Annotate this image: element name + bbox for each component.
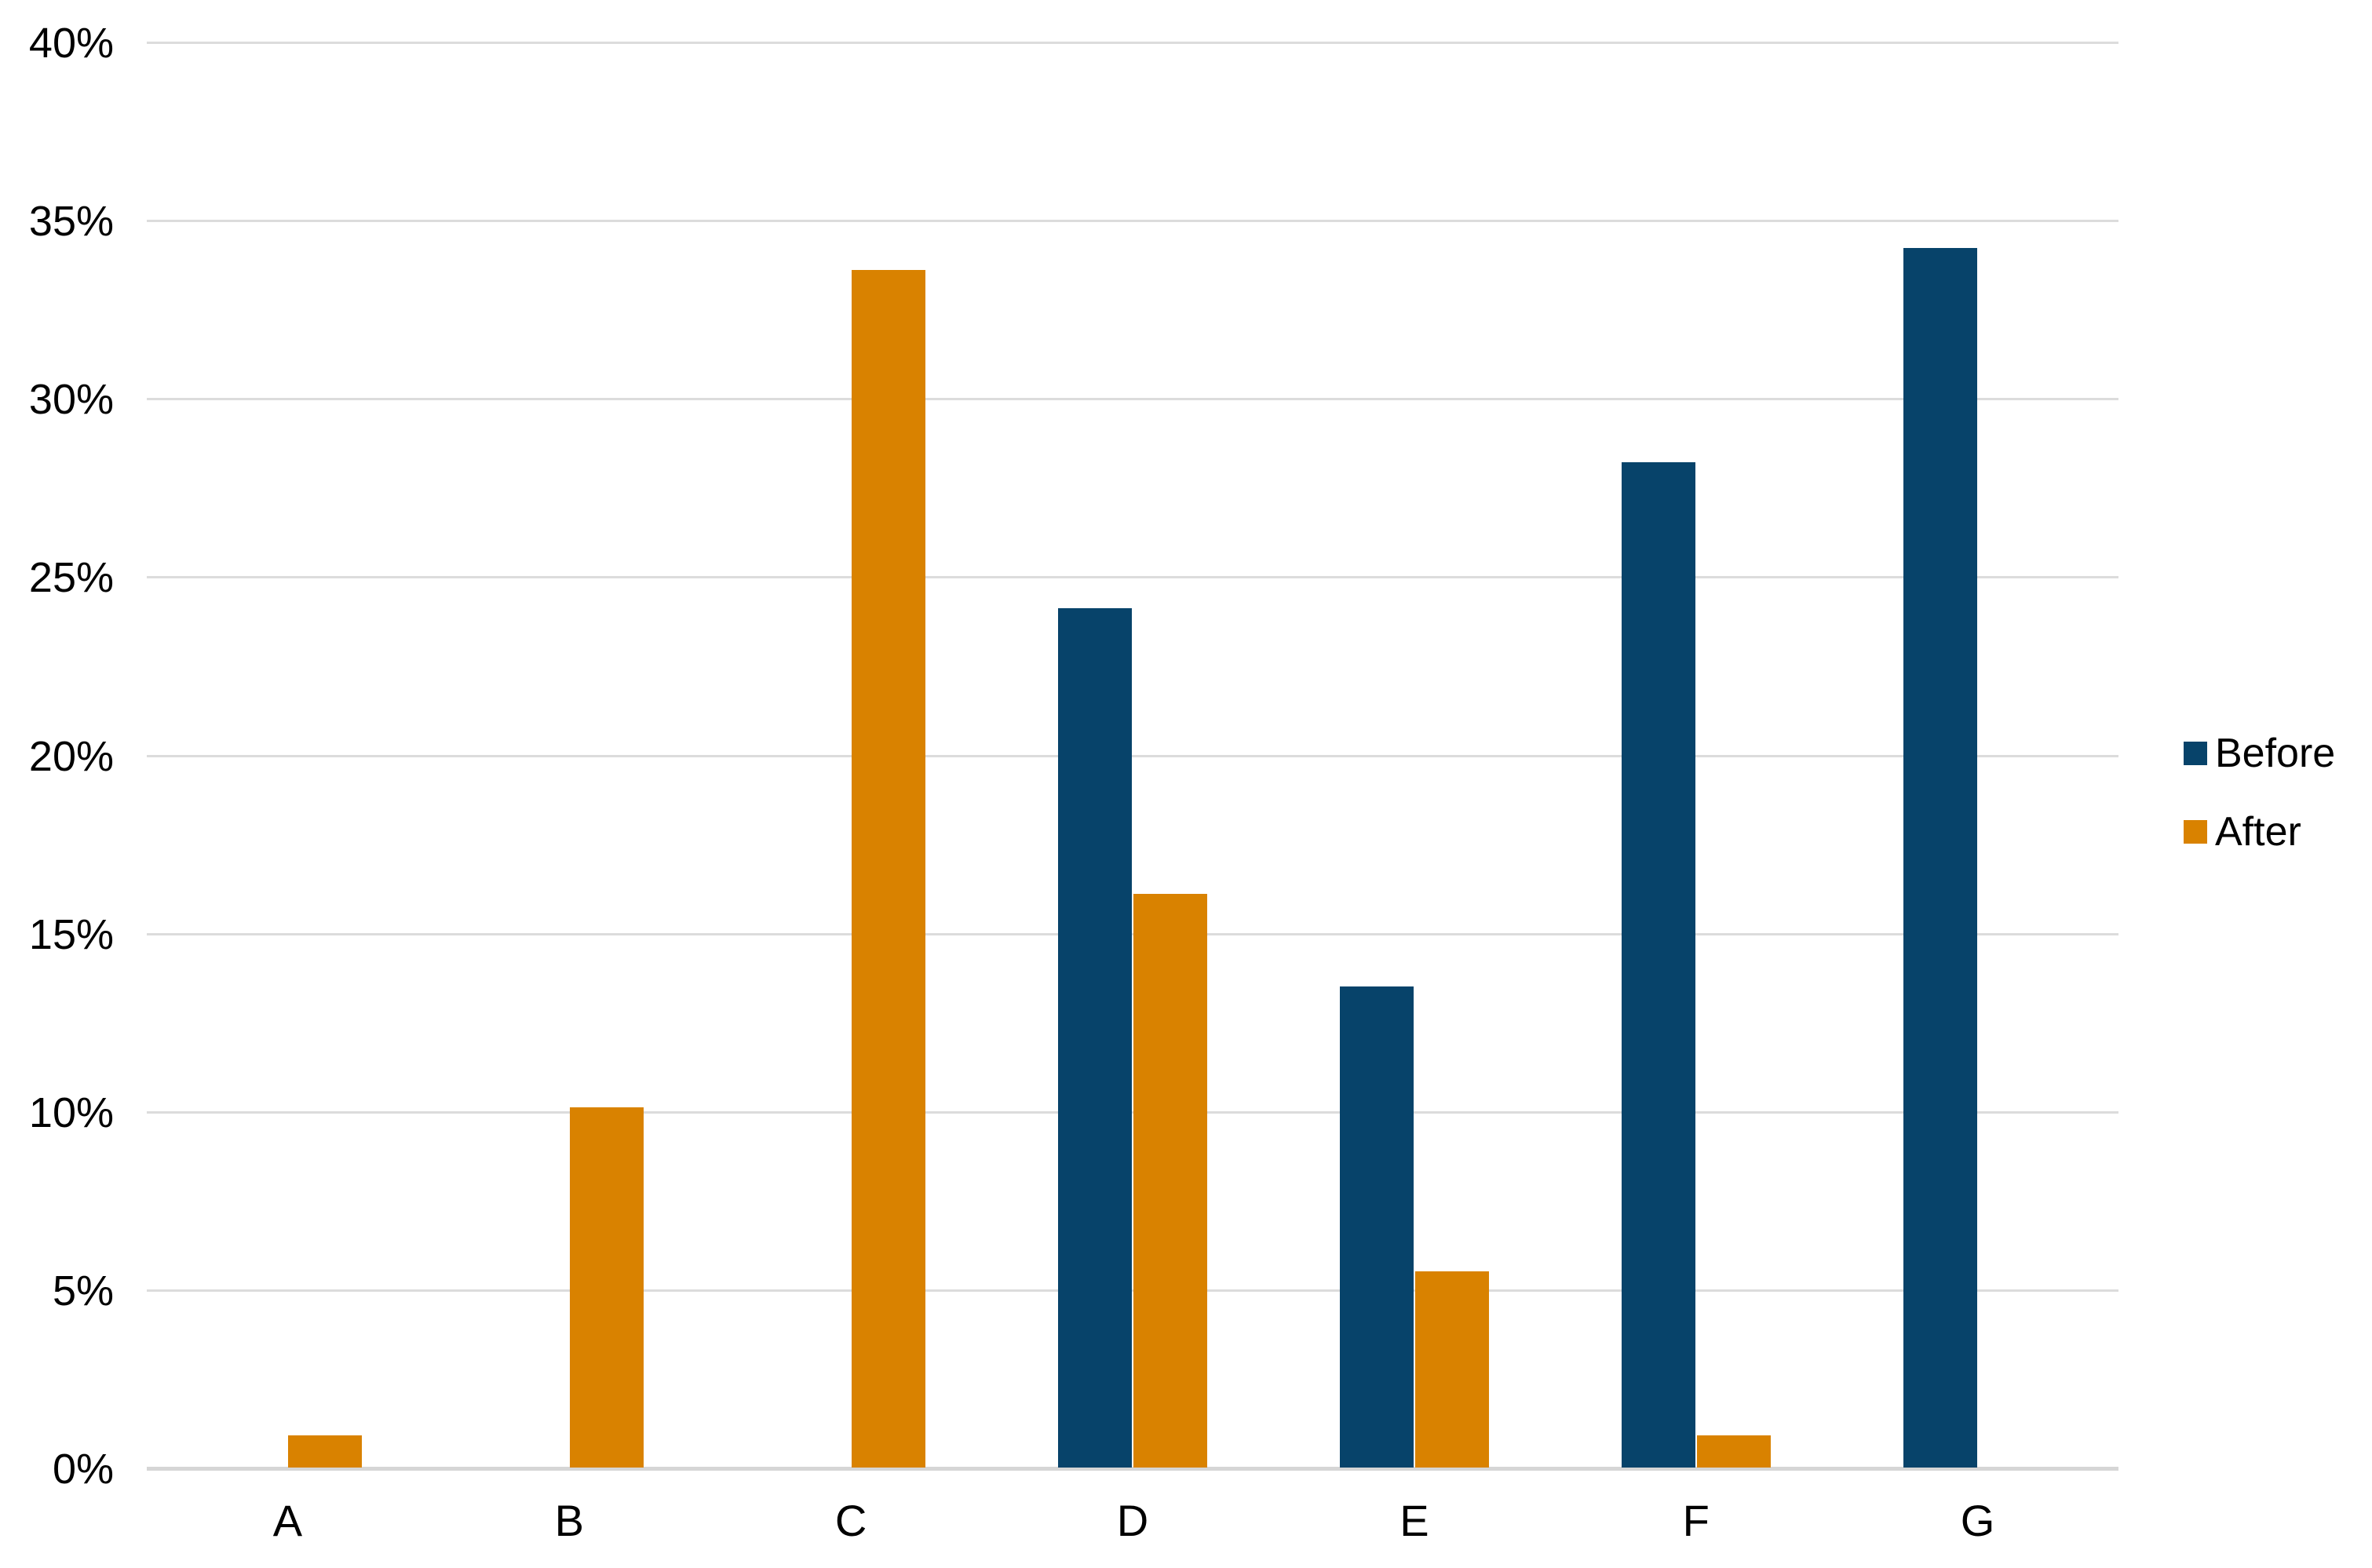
x-tick-label-E: E: [1399, 1496, 1429, 1545]
plot-area: [147, 42, 2118, 1471]
y-tick-label-10: 10%: [28, 1088, 114, 1136]
legend: Before After: [2184, 730, 2335, 855]
x-axis: A B C D E F G: [147, 1495, 2118, 1546]
bar-before-G: [1903, 248, 1977, 1468]
gridline-35: [147, 220, 2118, 223]
x-tick-label-B: B: [554, 1496, 584, 1545]
gridline-10: [147, 1110, 2118, 1114]
bar-group-E: [1273, 42, 1555, 1468]
gridline-40: [147, 42, 2118, 44]
bar-slot-before-G: [1903, 42, 1977, 1468]
bar-group-D: [992, 42, 1274, 1468]
legend-label-before: Before: [2215, 731, 2336, 776]
gridline-20: [147, 754, 2118, 757]
x-tick-label-D: D: [1116, 1496, 1149, 1545]
bars-layer: [147, 42, 2118, 1468]
bar-after-E: [1414, 1271, 1489, 1468]
bar-group-A: [147, 42, 429, 1468]
bar-slot-after-G: [1979, 42, 2053, 1468]
x-tick-label-G: G: [1960, 1496, 1995, 1545]
y-tick-label-5: 5%: [52, 1267, 114, 1315]
bar-slot-after-F: [1696, 42, 1771, 1468]
gridline-15: [147, 932, 2118, 935]
y-tick-label-25: 25%: [28, 554, 114, 602]
bar-after-F: [1696, 1435, 1771, 1468]
bar-after-B: [570, 1107, 644, 1468]
bar-before-F: [1621, 462, 1695, 1468]
x-tick-label-F: F: [1682, 1496, 1710, 1545]
x-axis-line: [147, 1467, 2118, 1471]
gridline-30: [147, 398, 2118, 401]
x-tick-label-C: C: [834, 1496, 867, 1545]
bar-slot-after-A: [288, 42, 363, 1468]
bar-group-C: [710, 42, 992, 1468]
bar-slot-after-C: [852, 42, 926, 1468]
bar-after-C: [852, 269, 926, 1468]
y-tick-label-0: 0%: [52, 1446, 114, 1493]
bar-after-D: [1133, 893, 1207, 1468]
bar-group-G: [1837, 42, 2118, 1468]
bar-slot-before-B: [494, 42, 568, 1468]
bar-slot-before-F: [1621, 42, 1695, 1468]
bar-slot-before-C: [776, 42, 850, 1468]
bar-after-A: [288, 1435, 363, 1468]
bar-slot-before-E: [1339, 42, 1414, 1468]
legend-item-after: After: [2184, 808, 2335, 855]
y-tick-label-40: 40%: [28, 20, 114, 67]
y-tick-label-35: 35%: [28, 198, 114, 246]
y-tick-label-30: 30%: [28, 376, 114, 424]
bar-slot-before-A: [213, 42, 286, 1468]
legend-marker-before-icon: [2184, 742, 2207, 765]
gridline-5: [147, 1289, 2118, 1292]
legend-item-before: Before: [2184, 730, 2335, 777]
gridline-25: [147, 576, 2118, 579]
bar-group-B: [429, 42, 710, 1468]
y-axis: 0% 5% 10% 15% 20% 25% 30% 35% 40%: [0, 0, 130, 1568]
bar-slot-after-D: [1133, 42, 1207, 1468]
legend-marker-after-icon: [2184, 820, 2207, 844]
x-tick-label-A: A: [272, 1496, 303, 1545]
bar-slot-after-B: [570, 42, 644, 1468]
bar-group-F: [1555, 42, 1837, 1468]
y-tick-label-20: 20%: [28, 732, 114, 780]
bar-slot-before-D: [1058, 42, 1132, 1468]
bar-before-E: [1339, 986, 1414, 1468]
bar-slot-after-E: [1414, 42, 1489, 1468]
bar-before-D: [1058, 608, 1132, 1468]
legend-label-after: After: [2215, 809, 2301, 855]
y-tick-label-15: 15%: [28, 910, 114, 958]
